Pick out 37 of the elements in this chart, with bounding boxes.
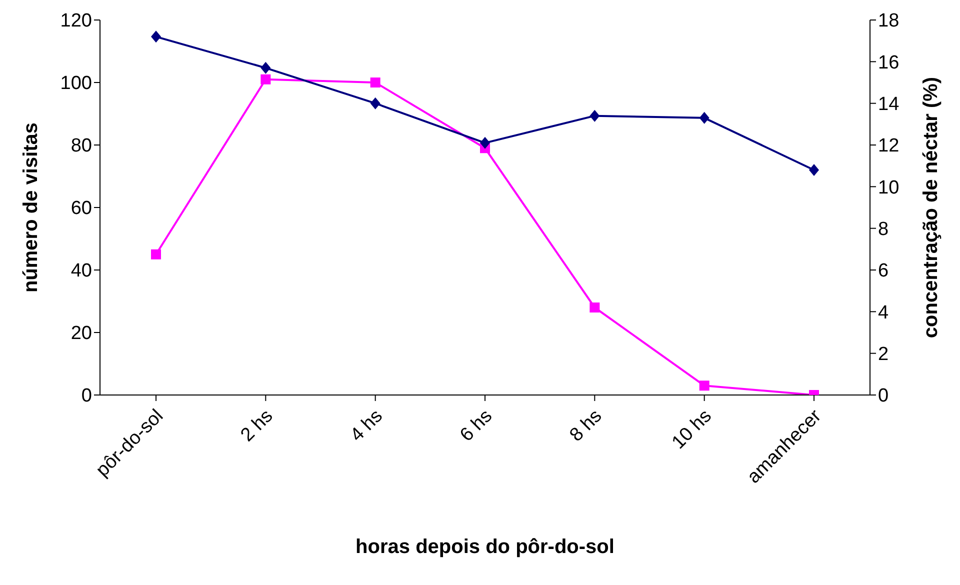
y2-tick-label: 16 xyxy=(878,52,900,74)
y-tick-label: 60 xyxy=(70,198,92,220)
y2-tick-label: 0 xyxy=(878,386,889,407)
y2-tick-label: 10 xyxy=(878,177,900,198)
x-tick-label: 10 hs xyxy=(668,406,716,454)
point xyxy=(260,74,271,84)
point xyxy=(480,136,490,149)
y2-tick-label: 12 xyxy=(878,136,900,157)
y2-tick-label: 2 xyxy=(878,344,889,366)
point xyxy=(590,110,600,122)
y-tick-label: 120 xyxy=(60,10,92,32)
point xyxy=(260,62,271,74)
point xyxy=(699,112,710,124)
point xyxy=(151,249,161,260)
point xyxy=(370,97,380,110)
y2-tick-label: 4 xyxy=(878,302,889,324)
y2-tick-label: 18 xyxy=(878,10,900,32)
x-tick-label: 6 hs xyxy=(456,406,497,446)
point xyxy=(370,78,380,88)
x-axis-title: horas depois do pôr-do-sol xyxy=(356,536,614,558)
y-tick-label: 40 xyxy=(70,260,92,282)
y2-tick-label: 8 xyxy=(878,219,889,240)
y-tick-label: 20 xyxy=(70,323,92,344)
y-tick-label: 100 xyxy=(60,73,92,94)
point xyxy=(151,30,161,43)
x-tick-label: 2 hs xyxy=(236,406,278,446)
y-axis-title: número de visitas xyxy=(20,122,42,293)
y2-tick-label: 14 xyxy=(878,94,900,116)
y2-tick-label: 6 xyxy=(878,260,889,282)
point xyxy=(699,380,710,391)
y-tick-label: 0 xyxy=(81,386,92,407)
point xyxy=(590,302,600,312)
x-tick-label: 4 hs xyxy=(346,406,387,446)
y-tick-label: 80 xyxy=(70,136,92,157)
point xyxy=(809,164,819,176)
x-tick-label: 8 hs xyxy=(566,406,606,446)
y2-axis-title: concentração de néctar (%) xyxy=(920,76,942,338)
